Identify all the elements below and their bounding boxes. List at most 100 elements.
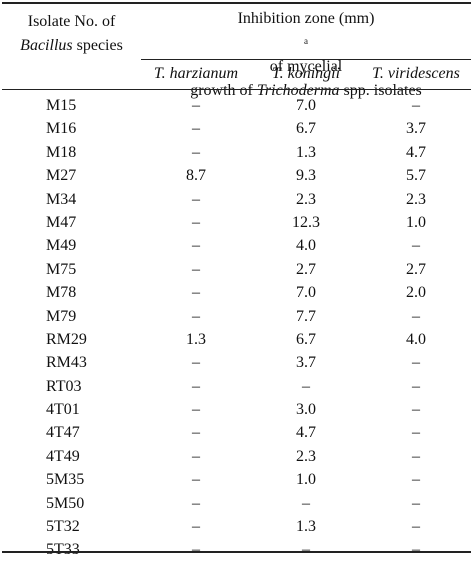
table-row: 4T47 – 4.7 – xyxy=(2,421,471,444)
sub-header-rule xyxy=(141,59,471,60)
koningii-cell: 7.0 xyxy=(296,284,316,302)
header-isolate-line1: Isolate No. of xyxy=(27,13,116,30)
isolate-cell: M49 xyxy=(46,237,77,255)
table-row: M15 – 7.0 – xyxy=(2,94,471,117)
koningii-cell: 12.3 xyxy=(292,213,320,231)
koningii-cell: – xyxy=(302,494,310,512)
koningii-cell: 3.0 xyxy=(296,401,316,419)
isolate-cell: M47 xyxy=(46,213,77,231)
isolate-cell: RM29 xyxy=(46,330,87,348)
column-header-isolate: Isolate No. of Bacillus species xyxy=(2,10,141,58)
koningii-cell: 1.3 xyxy=(296,518,316,536)
harzianum-cell: – xyxy=(192,307,200,325)
viridescens-cell: 3.7 xyxy=(406,120,426,138)
harzianum-cell: – xyxy=(192,471,200,489)
koningii-cell: 2.3 xyxy=(296,447,316,465)
table-row: RM29 1.3 6.7 4.0 xyxy=(2,328,471,351)
isolate-cell: M75 xyxy=(46,260,77,278)
koningii-cell: – xyxy=(302,541,310,559)
top-rule xyxy=(2,2,471,4)
koningii-cell: 2.7 xyxy=(296,260,316,278)
table-row: M34 – 2.3 2.3 xyxy=(2,188,471,211)
harzianum-cell: 8.7 xyxy=(186,167,206,185)
isolate-cell: 4T49 xyxy=(46,447,80,465)
koningii-cell: 7.0 xyxy=(296,97,316,114)
isolate-cell: 5M35 xyxy=(46,471,85,489)
subheader-harzianum: T. harzianum xyxy=(153,65,239,82)
harzianum-cell: – xyxy=(192,377,200,395)
table-body: M15 – 7.0 – M16 – 6.7 3.7 M18 – 1.3 4.7 M27 8.7 9.3 5.7… xyxy=(2,94,471,562)
harzianum-cell: – xyxy=(192,260,200,278)
table-row: RM43 – 3.7 – xyxy=(2,351,471,374)
harzianum-cell: – xyxy=(192,143,200,161)
viridescens-cell: – xyxy=(412,237,420,255)
table-row: M78 – 7.0 2.0 xyxy=(2,281,471,304)
harzianum-cell: – xyxy=(192,541,200,559)
harzianum-cell: – xyxy=(192,97,200,114)
trichoderma-genus: Trichoderma xyxy=(256,82,340,99)
isolate-cell: M78 xyxy=(46,284,77,302)
header-inhibition-line1: Inhibition zone (mm) a of mycelial xyxy=(141,7,471,79)
koningii-cell: 6.7 xyxy=(296,330,316,348)
harzianum-cell: – xyxy=(192,518,200,536)
viridescens-cell: 2.3 xyxy=(406,190,426,208)
viridescens-cell: 2.0 xyxy=(406,284,426,302)
harzianum-cell: – xyxy=(192,190,200,208)
koningii-cell: 2.3 xyxy=(296,190,316,208)
isolate-cell: RM43 xyxy=(46,354,87,372)
header-bottom-rule xyxy=(2,89,471,90)
table-row: M47 – 12.3 1.0 xyxy=(2,211,471,234)
table-row: 5T32 – 1.3 – xyxy=(2,515,471,538)
table-row: RT03 – – – xyxy=(2,375,471,398)
harzianum-cell: – xyxy=(192,424,200,442)
koningii-cell: 1.0 xyxy=(296,471,316,489)
viridescens-cell: – xyxy=(412,424,420,442)
koningii-cell: 6.7 xyxy=(296,120,316,138)
viridescens-cell: – xyxy=(412,471,420,489)
koningii-cell: – xyxy=(302,377,310,395)
viridescens-cell: – xyxy=(412,354,420,372)
isolate-cell: RT03 xyxy=(46,377,82,395)
viridescens-cell: – xyxy=(412,494,420,512)
viridescens-cell: 1.0 xyxy=(406,213,426,231)
table-row: M49 – 4.0 – xyxy=(2,234,471,257)
isolate-cell: M27 xyxy=(46,167,77,185)
viridescens-cell: – xyxy=(412,307,420,325)
table-row: M75 – 2.7 2.7 xyxy=(2,258,471,281)
header-isolate-line2: Bacillus species xyxy=(20,37,123,54)
harzianum-cell: – xyxy=(192,447,200,465)
table-row: M79 – 7.7 – xyxy=(2,305,471,328)
table-row: 5M35 – 1.0 – xyxy=(2,468,471,491)
koningii-cell: 9.3 xyxy=(296,167,316,185)
harzianum-cell: 1.3 xyxy=(186,330,206,348)
koningii-cell: 4.0 xyxy=(296,237,316,255)
table-row: M16 – 6.7 3.7 xyxy=(2,117,471,140)
table-row: M18 – 1.3 4.7 xyxy=(2,141,471,164)
isolate-cell: 5M50 xyxy=(46,494,85,512)
harzianum-cell: – xyxy=(192,354,200,372)
harzianum-cell: – xyxy=(192,494,200,512)
koningii-cell: 3.7 xyxy=(296,354,316,372)
table-row: M27 8.7 9.3 5.7 xyxy=(2,164,471,187)
viridescens-cell: – xyxy=(412,447,420,465)
bottom-rule xyxy=(2,551,471,553)
viridescens-cell: 5.7 xyxy=(406,167,426,185)
isolate-cell: 5T32 xyxy=(46,518,80,536)
isolate-cell: M79 xyxy=(46,307,77,325)
column-header-inhibition: Inhibition zone (mm) a of mycelial growth… xyxy=(141,7,471,103)
koningii-cell: 1.3 xyxy=(296,143,316,161)
koningii-cell: 4.7 xyxy=(296,424,316,442)
isolate-cell: 4T01 xyxy=(46,401,80,419)
bacillus-genus: Bacillus xyxy=(20,37,73,54)
harzianum-cell: – xyxy=(192,237,200,255)
viridescens-cell: 2.7 xyxy=(406,260,426,278)
harzianum-cell: – xyxy=(192,120,200,138)
footnote-marker: a xyxy=(304,36,308,46)
subheader-koningii: T. koningii xyxy=(271,65,341,82)
viridescens-cell: – xyxy=(412,541,420,559)
subheader-viridescens: T. viridescens xyxy=(372,65,460,82)
harzianum-cell: – xyxy=(192,284,200,302)
table-row: 5T33 – – – xyxy=(2,538,471,561)
isolate-cell: 5T33 xyxy=(46,541,80,559)
header-inhibition-line2: growth of Trichoderma spp. isolates xyxy=(190,82,422,99)
